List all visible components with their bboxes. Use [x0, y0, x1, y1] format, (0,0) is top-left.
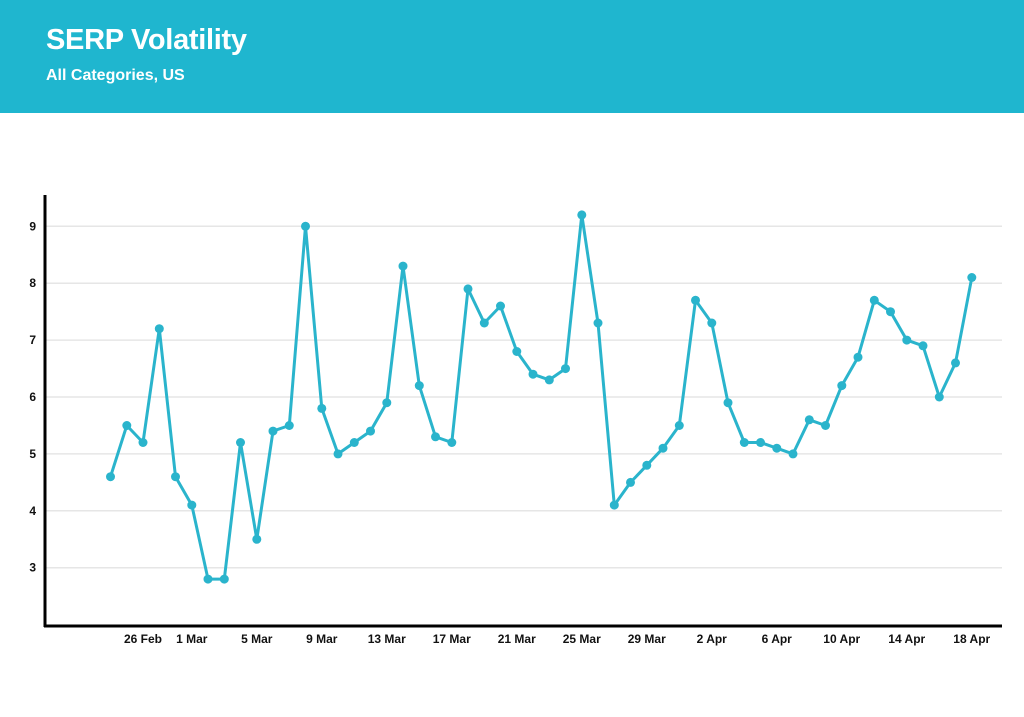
data-point	[739, 438, 749, 447]
x-tick-label: 1 Mar	[176, 632, 208, 646]
data-point	[934, 392, 944, 402]
data-point	[349, 438, 359, 447]
data-point	[106, 472, 115, 482]
data-point	[772, 443, 782, 453]
series-line	[109, 213, 974, 581]
data-point	[366, 426, 375, 436]
data-point	[804, 415, 814, 425]
data-point	[658, 443, 668, 453]
data-point	[414, 381, 424, 391]
data-point	[577, 210, 587, 220]
data-point	[544, 375, 554, 385]
data-point	[317, 403, 327, 413]
data-point	[154, 324, 164, 334]
x-tick-label: 21 Mar	[498, 632, 536, 646]
data-point	[707, 318, 717, 328]
x-tick-label: 18 Apr	[953, 632, 990, 646]
data-point	[609, 500, 619, 510]
header-banner: SERP Volatility All Categories, US	[0, 0, 1024, 113]
data-point	[853, 352, 863, 362]
data-point	[382, 398, 392, 408]
x-tick-label: 26 Feb	[124, 632, 162, 646]
chart-subtitle: All Categories, US	[46, 67, 185, 84]
data-point	[756, 438, 765, 447]
y-tick-label: 4	[29, 504, 36, 518]
data-point	[561, 364, 570, 374]
data-point	[593, 318, 603, 328]
data-point	[869, 295, 879, 305]
x-tick-label: 25 Mar	[563, 632, 601, 646]
y-tick-label: 6	[29, 390, 36, 404]
data-point	[122, 421, 132, 430]
data-point	[447, 438, 457, 447]
data-point	[138, 438, 148, 447]
data-point	[967, 273, 977, 282]
data-point	[642, 460, 652, 470]
y-tick-label: 9	[29, 219, 36, 233]
data-point	[723, 398, 733, 408]
x-tick-label: 17 Mar	[433, 632, 471, 646]
data-point	[821, 421, 830, 430]
data-point	[236, 438, 245, 447]
data-point	[788, 449, 798, 459]
y-tick-label: 3	[29, 561, 36, 575]
data-point	[479, 318, 489, 328]
data-point	[496, 301, 505, 311]
data-point	[886, 307, 895, 317]
x-tick-label: 13 Mar	[368, 632, 406, 646]
chart-title: SERP Volatility	[46, 24, 247, 56]
data-point	[252, 534, 262, 544]
data-point	[398, 261, 408, 271]
data-point	[219, 574, 229, 584]
data-point	[918, 341, 928, 351]
x-tick-label: 5 Mar	[241, 632, 273, 646]
data-point	[528, 369, 538, 379]
y-tick-label: 7	[29, 333, 36, 347]
data-point	[951, 358, 960, 368]
data-point	[902, 335, 912, 345]
x-tick-label: 9 Mar	[306, 632, 338, 646]
x-tick-label: 6 Apr	[762, 632, 793, 646]
x-tick-label: 14 Apr	[888, 632, 925, 646]
data-point	[463, 284, 473, 294]
x-tick-label: 10 Apr	[823, 632, 860, 646]
data-point	[512, 347, 522, 356]
data-point	[691, 295, 700, 305]
x-tick-label: 29 Mar	[628, 632, 666, 646]
data-point	[203, 574, 213, 584]
data-point	[333, 449, 343, 459]
data-point	[171, 472, 180, 482]
data-point	[284, 421, 294, 430]
data-point	[674, 421, 684, 430]
data-point	[626, 477, 635, 487]
data-point	[268, 426, 278, 436]
data-point	[431, 432, 440, 442]
y-tick-label: 5	[29, 447, 36, 461]
data-point	[837, 381, 847, 391]
data-point	[187, 500, 197, 510]
y-tick-label: 8	[29, 276, 36, 290]
data-point	[301, 221, 310, 231]
x-tick-label: 2 Apr	[697, 632, 728, 646]
